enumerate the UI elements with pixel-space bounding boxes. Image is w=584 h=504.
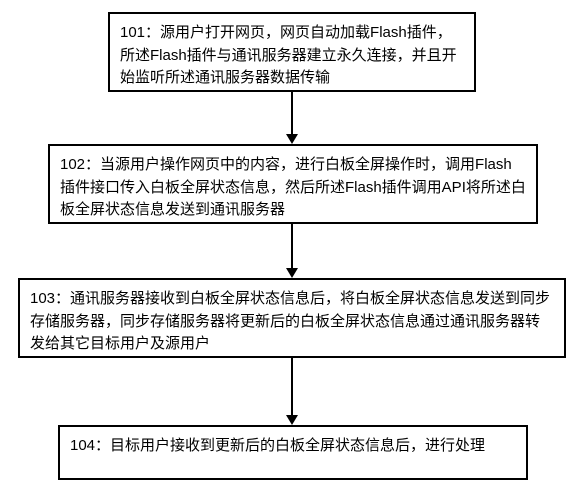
arrow-head-icon <box>286 415 298 425</box>
flow-edge-3 <box>286 358 298 425</box>
flow-node-103: 103：通讯服务器接收到白板全屏状态信息后，将白板全屏状态信息发送到同步存储服务… <box>18 278 566 358</box>
flow-edge-2 <box>286 224 298 278</box>
flow-node-102-text: 102：当源用户操作网页中的内容，进行白板全屏操作时，调用Flash插件接口传入… <box>60 156 526 218</box>
arrow-line <box>291 224 293 268</box>
arrow-line <box>291 358 293 415</box>
flow-node-103-text: 103：通讯服务器接收到白板全屏状态信息后，将白板全屏状态信息发送到同步存储服务… <box>30 290 550 352</box>
flow-node-101: 101：源用户打开网页，网页自动加载Flash插件，所述Flash插件与通讯服务… <box>108 12 476 92</box>
flow-node-104-text: 104：目标用户接收到更新后的白板全屏状态信息后，进行处理 <box>70 437 485 454</box>
flow-edge-1 <box>286 92 298 144</box>
flow-node-104: 104：目标用户接收到更新后的白板全屏状态信息后，进行处理 <box>58 425 528 480</box>
arrow-line <box>291 92 293 134</box>
arrow-head-icon <box>286 268 298 278</box>
flow-node-101-text: 101：源用户打开网页，网页自动加载Flash插件，所述Flash插件与通讯服务… <box>120 24 457 86</box>
flow-node-102: 102：当源用户操作网页中的内容，进行白板全屏操作时，调用Flash插件接口传入… <box>48 144 538 224</box>
arrow-head-icon <box>286 134 298 144</box>
